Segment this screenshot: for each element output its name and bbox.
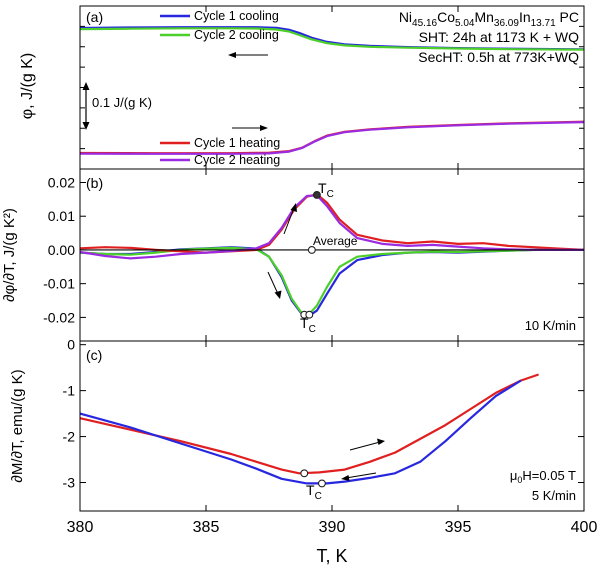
x-axis-label: T, K: [316, 546, 347, 566]
panel-a-series: [79, 26, 585, 155]
tc-cooling-t: T: [300, 315, 309, 331]
panel-b-ticks: [79, 169, 585, 341]
composition-sub-in: 13.71: [531, 18, 556, 29]
panel-c-rate-label: 5 K/min: [532, 488, 576, 503]
panel-c-marker-1: [317, 479, 326, 488]
field-label-mu: μ: [510, 468, 518, 483]
composition-el-mn: Mn: [474, 9, 493, 25]
field-label-rest: H=0.05 T: [522, 468, 576, 483]
panel-b-ytick-labels: -0.02 -0.01 0.00 0.01 0.02: [43, 174, 75, 325]
cooling-c-arrowhead: [341, 475, 350, 481]
panel-b-ylabel: ∂φ/∂T, J/(g K²): [1, 208, 18, 302]
composition-sub-ni: 45.16: [412, 18, 437, 29]
panel-c-ytick-label-1: -2: [63, 429, 76, 445]
xtick-label-380: 380: [67, 519, 94, 536]
composition-el-ni: Ni: [399, 9, 412, 25]
scale-bar-label: 0.1 J/(g K): [92, 95, 152, 110]
panel-c-marker-0: [300, 469, 309, 478]
panel-c-ytick-label-2: -1: [63, 383, 76, 399]
heating-slope-arrowhead: [290, 203, 297, 212]
panel-b-ytick-label-3: 0.01: [48, 208, 75, 224]
panel-b-ytick-label-4: 0.02: [48, 174, 75, 190]
panel-c-ytick-label-3: 0: [67, 337, 75, 353]
heating-slope-arrow: [283, 207, 295, 235]
xtick-label-385: 385: [193, 519, 220, 536]
cooling-c-arrow: [345, 472, 377, 479]
cooling-slope-arrowhead: [274, 290, 282, 299]
composition-sub-mn: 36.09: [494, 18, 519, 29]
cooling-slope-arrow: [267, 271, 279, 295]
xtick-label-400: 400: [571, 519, 598, 536]
panel-c-series-cooling: [79, 379, 522, 485]
panel-a-ticks: [79, 6, 585, 169]
panel-b-label: (b): [86, 175, 103, 191]
sht-label: SHT: 24h at 1173 K + WQ: [419, 29, 580, 45]
secht-label: SecHT: 0.5h at 773K+WQ: [418, 49, 579, 65]
xtick-label-395: 395: [445, 519, 472, 536]
average-label: Average: [313, 234, 358, 248]
panel-b-ytick-label-1: -0.01: [43, 276, 75, 292]
composition-sub-co: 5.04: [455, 18, 475, 29]
x-tick-labels: 380 385 390 395 400: [67, 519, 598, 536]
panel-c-ylabel: ∂M/∂T, emu/(g K): [9, 369, 26, 482]
tc-heating-sub: C: [327, 189, 334, 200]
panel-c-ytick-label-0: -3: [63, 475, 76, 491]
tc-c-sub: C: [315, 491, 322, 502]
tc-c-label: TC: [306, 482, 322, 502]
tc-c-t: T: [306, 482, 315, 498]
panel-b-marker-0: [312, 191, 321, 199]
panel-b-ytick-label-2: 0.00: [48, 242, 75, 258]
tc-heating-label: TC: [318, 180, 334, 200]
panel-b-marker-2: [305, 310, 314, 319]
heating-direction-arrowhead: [260, 125, 268, 131]
panel-b-marker-3: [307, 245, 316, 254]
panel-c-series-heating: [79, 373, 539, 475]
field-label: μ0H=0.05 T: [510, 468, 576, 485]
panel-c-ytick-labels: -3 -2 -1 0: [63, 337, 76, 491]
panel-c-label: (c): [86, 347, 102, 363]
tc-cooling-label: TC: [300, 315, 316, 335]
panel-c-ticks: [79, 341, 585, 511]
scale-bar-arrow-up: [82, 82, 90, 90]
heating-c-arrow: [349, 441, 381, 451]
composition-el-co: Co: [437, 9, 455, 25]
panel-a-ylabel: φ, J/(g K): [19, 53, 36, 119]
panel-a-series-cycle-2-cooling: [79, 27, 585, 51]
scale-bar-arrow-down: [82, 122, 90, 130]
panel-a-series-cycle-2-heating: [79, 121, 585, 155]
tc-cooling-sub: C: [309, 324, 316, 335]
legend-label-cycle1-cooling: Cycle 1 cooling: [194, 9, 279, 23]
legend-label-cycle2-heating: Cycle 2 heating: [194, 153, 280, 167]
composition-pc: PC: [556, 9, 579, 25]
composition-label: Ni45.16Co5.04Mn36.09In13.71 PC: [399, 9, 579, 29]
tc-heating-t: T: [318, 180, 327, 196]
field-label-sub: 0: [517, 475, 522, 485]
xtick-label-390: 390: [319, 519, 346, 536]
panel-b: -0.02 -0.01 0.00 0.01 0.02 (b) ∂φ/∂T, J/(g K…: [1, 168, 585, 342]
legend-label-cycle1-heating: Cycle 1 heating: [194, 136, 280, 150]
cooling-direction-arrowhead: [228, 52, 236, 58]
legend-label-cycle2-cooling: Cycle 2 cooling: [194, 28, 279, 42]
panel-c: -3-2-10 (c) ∂M/∂T, emu/(g K) μ0H=0.05 T …: [9, 337, 585, 512]
panel-b-ytick-label-0: -0.02: [43, 309, 75, 325]
panel-a-label: (a): [86, 9, 103, 25]
composition-el-in: In: [519, 9, 531, 25]
heating-c-arrowhead: [377, 438, 385, 445]
panel-b-rate-label: 10 K/min: [525, 318, 576, 333]
panel-c-series: [79, 373, 539, 485]
